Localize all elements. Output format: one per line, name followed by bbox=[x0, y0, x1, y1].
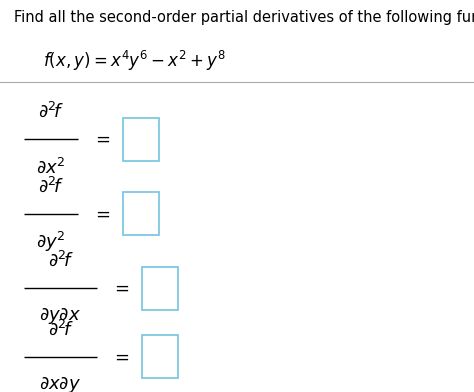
Text: $=$: $=$ bbox=[92, 205, 111, 223]
Text: $\partial x^2$: $\partial x^2$ bbox=[36, 158, 66, 177]
Text: $\partial y\partial x$: $\partial y\partial x$ bbox=[39, 306, 82, 326]
Text: $\partial^2\!f$: $\partial^2\!f$ bbox=[47, 250, 73, 270]
Text: $=$: $=$ bbox=[92, 130, 111, 148]
Text: $\partial^2\!f$: $\partial^2\!f$ bbox=[38, 176, 64, 195]
Text: $\partial x\partial y$: $\partial x\partial y$ bbox=[39, 375, 82, 392]
Bar bbox=[142, 335, 178, 378]
Text: $=$: $=$ bbox=[111, 348, 130, 366]
Text: $=$: $=$ bbox=[111, 279, 130, 297]
Text: $\partial y^2$: $\partial y^2$ bbox=[36, 230, 66, 254]
Bar bbox=[123, 118, 159, 161]
Bar bbox=[142, 267, 178, 310]
Text: $\partial^2\!f$: $\partial^2\!f$ bbox=[38, 102, 64, 121]
Bar bbox=[123, 192, 159, 235]
Text: Find all the second-order partial derivatives of the following function.: Find all the second-order partial deriva… bbox=[14, 10, 474, 25]
Text: $\partial^2\!f$: $\partial^2\!f$ bbox=[47, 319, 73, 338]
Text: $f(x,y) = x^4y^6 - x^2 + y^8$: $f(x,y) = x^4y^6 - x^2 + y^8$ bbox=[43, 49, 226, 73]
